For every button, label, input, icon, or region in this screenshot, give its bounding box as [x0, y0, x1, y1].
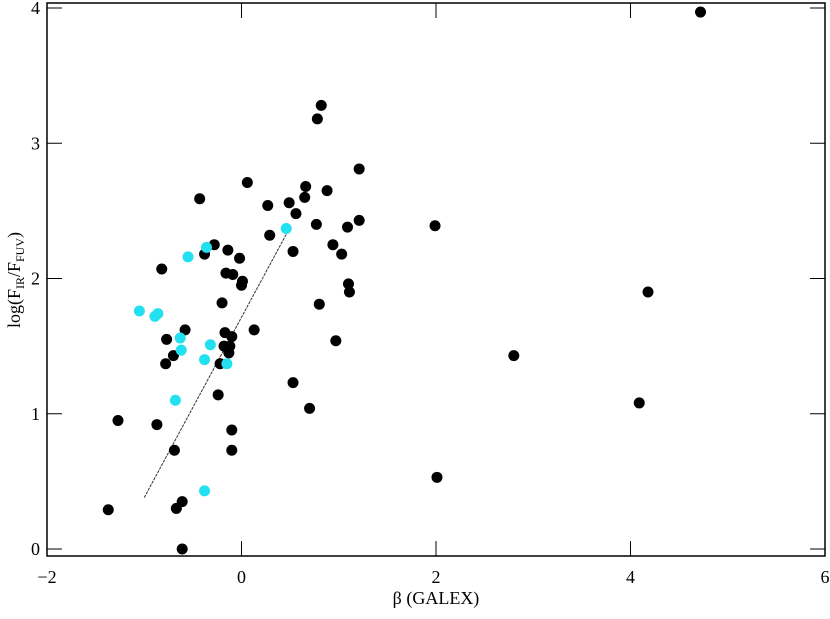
point — [310, 218, 322, 230]
point — [226, 331, 238, 343]
point — [290, 208, 302, 220]
y-label-sub: FUV — [13, 238, 27, 262]
y-tick-label: 0 — [31, 539, 40, 559]
point — [176, 543, 188, 555]
y-label-text: ) — [4, 232, 25, 238]
point — [642, 286, 654, 298]
point — [176, 496, 188, 508]
point — [633, 397, 645, 409]
point — [353, 163, 365, 175]
point — [161, 333, 173, 345]
point — [353, 214, 365, 226]
point — [321, 185, 333, 197]
point — [182, 251, 194, 263]
point — [287, 377, 299, 389]
point — [327, 239, 339, 251]
point — [300, 181, 312, 193]
point — [152, 308, 164, 320]
y-label-text: log(F — [4, 289, 25, 328]
point — [175, 344, 187, 356]
point — [234, 252, 246, 264]
point — [342, 278, 354, 290]
point — [343, 286, 355, 298]
point — [330, 335, 342, 347]
point — [236, 275, 248, 287]
y-tick-label: 4 — [31, 0, 40, 18]
y-label-text: /F — [4, 262, 24, 277]
y-tick-label: 3 — [31, 133, 40, 153]
point — [151, 419, 163, 431]
point — [174, 332, 186, 344]
point — [241, 176, 253, 188]
point — [695, 6, 707, 18]
point — [248, 324, 260, 336]
point — [194, 193, 206, 205]
point — [287, 245, 299, 257]
x-axis-label: β (GALEX) — [393, 588, 480, 609]
x-tick-label: 0 — [237, 567, 246, 587]
point — [313, 298, 325, 310]
point — [199, 485, 211, 497]
point — [160, 358, 172, 370]
y-label-sub: IR — [13, 277, 27, 289]
point — [179, 324, 191, 336]
point — [336, 248, 348, 260]
y-axis-label: log(FIR/FFUV) — [4, 232, 27, 328]
y-tick-label: 1 — [31, 404, 40, 424]
point — [283, 197, 295, 209]
x-tick-label: 4 — [626, 567, 635, 587]
point — [508, 350, 520, 362]
point — [200, 241, 212, 253]
x-tick-label: −2 — [37, 567, 56, 587]
point — [311, 113, 323, 125]
x-tick-label: 2 — [432, 567, 441, 587]
point — [167, 350, 179, 362]
point — [133, 305, 145, 317]
point — [216, 297, 228, 309]
point — [221, 358, 233, 370]
point — [429, 220, 441, 232]
point — [156, 263, 168, 275]
point — [199, 354, 211, 366]
point — [431, 471, 443, 483]
point — [204, 339, 216, 351]
point — [226, 424, 238, 436]
point — [262, 199, 274, 211]
point — [212, 389, 224, 401]
point — [227, 268, 239, 280]
point — [226, 444, 238, 456]
point — [112, 415, 124, 427]
point — [280, 222, 292, 234]
y-tick-label: 2 — [31, 269, 40, 289]
point — [224, 340, 236, 352]
point — [222, 244, 234, 256]
point — [299, 191, 311, 203]
point — [169, 394, 181, 406]
point — [315, 99, 327, 111]
point — [342, 221, 354, 233]
point — [264, 229, 276, 241]
point — [304, 402, 316, 414]
x-tick-label: 6 — [821, 567, 830, 587]
point — [168, 444, 180, 456]
point — [102, 504, 114, 516]
